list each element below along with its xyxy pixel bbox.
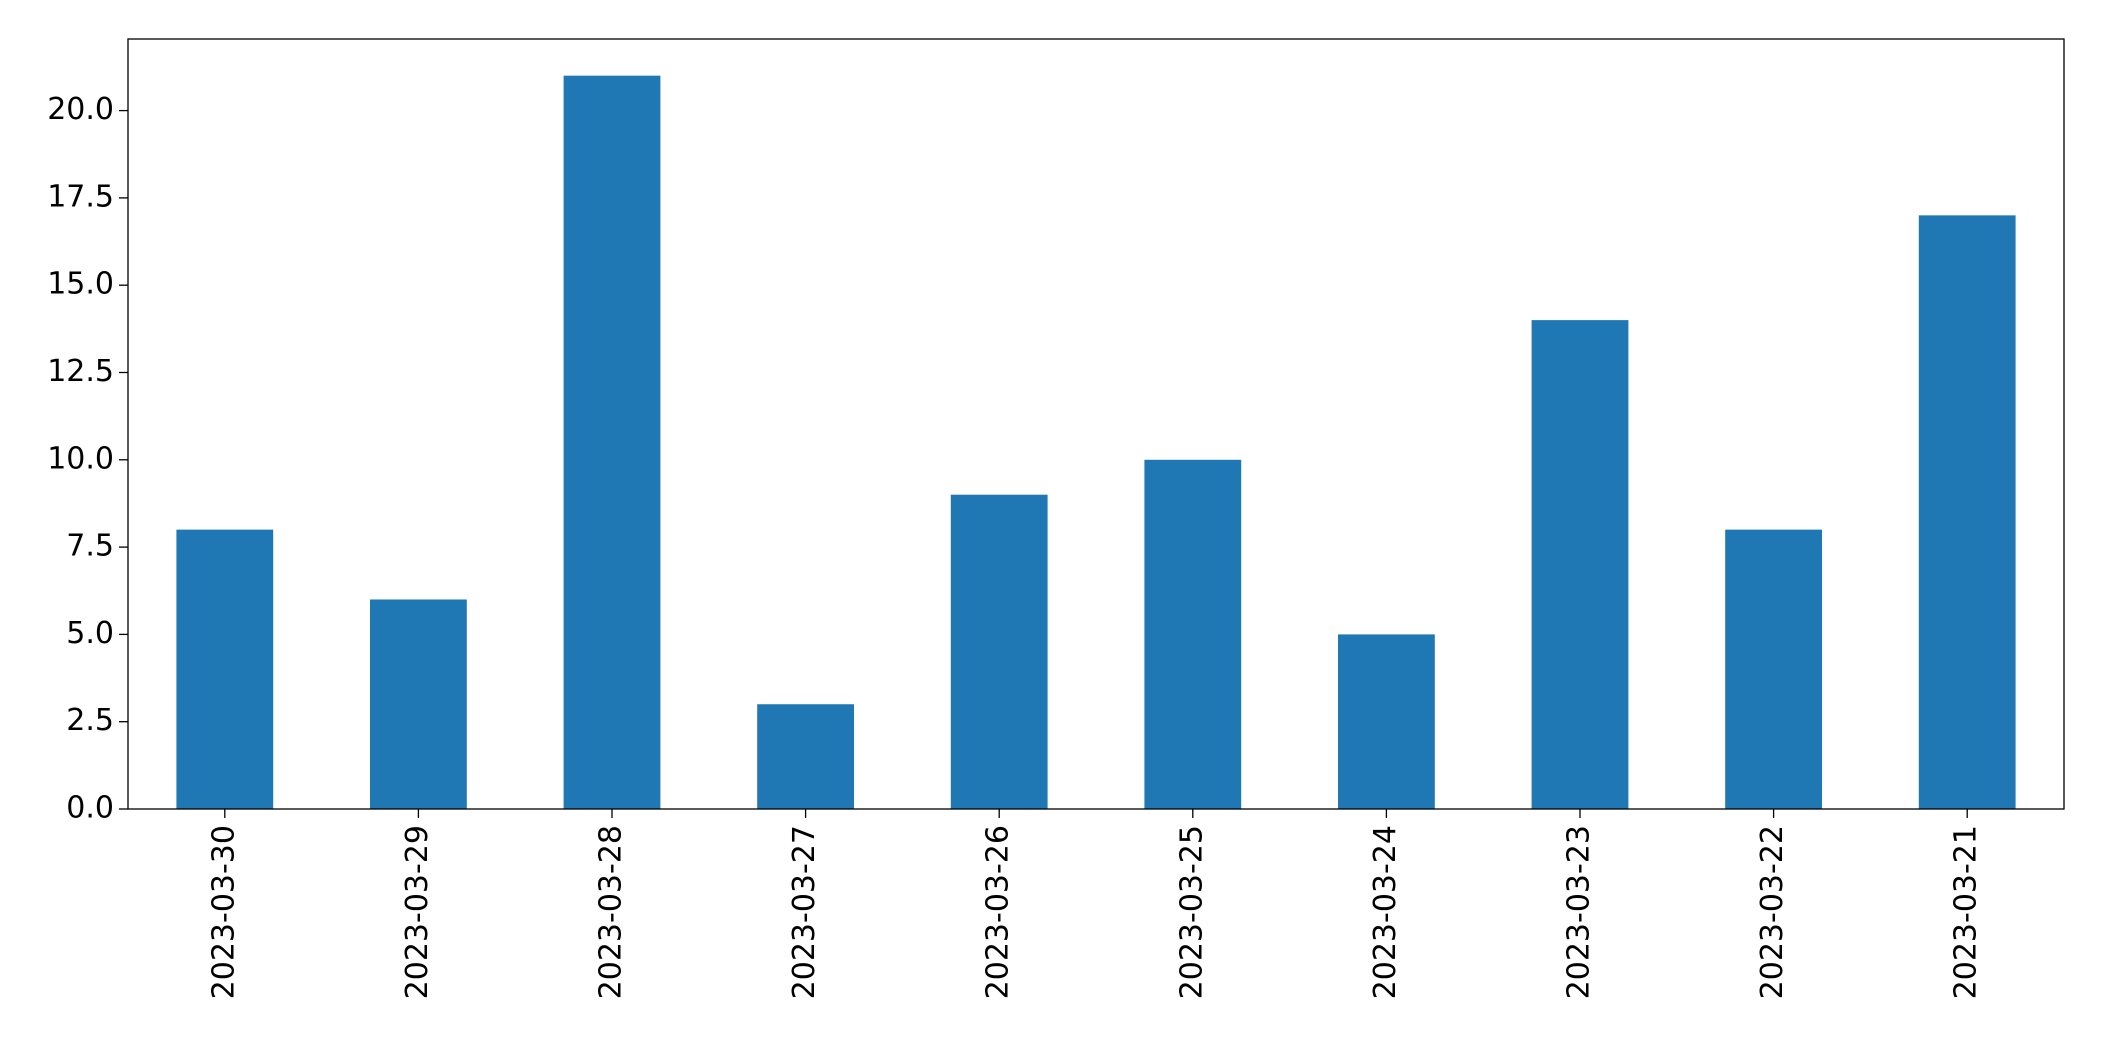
- bar: [1338, 634, 1435, 809]
- y-tick-label: 12.5: [47, 354, 114, 389]
- bar: [950, 494, 1048, 809]
- x-tick-label: 2023-03-24: [1368, 825, 1403, 999]
- bar: [1531, 320, 1629, 809]
- y-tick-label: 15.0: [47, 267, 114, 302]
- bar: [757, 704, 854, 809]
- x-tick-label: 2023-03-29: [400, 825, 435, 999]
- bar: [176, 529, 274, 809]
- x-tick-label: 2023-03-27: [787, 825, 822, 999]
- y-tick-label: 17.5: [47, 179, 114, 214]
- y-tick-label: 0.0: [66, 791, 114, 826]
- x-tick-label: 2023-03-30: [206, 825, 241, 999]
- y-tick-label: 5.0: [66, 616, 114, 651]
- x-tick-label: 2023-03-21: [1949, 825, 1984, 999]
- y-tick-label: 20.0: [47, 92, 114, 127]
- y-tick-label: 2.5: [66, 703, 114, 738]
- bar: [370, 599, 467, 809]
- bar: [1725, 529, 1822, 809]
- x-tick-label: 2023-03-26: [981, 825, 1016, 999]
- x-tick-label: 2023-03-23: [1562, 825, 1597, 999]
- y-tick-label: 7.5: [66, 529, 114, 564]
- x-tick-label: 2023-03-22: [1755, 825, 1790, 999]
- x-tick-label: 2023-03-25: [1174, 825, 1209, 999]
- bar: [563, 75, 661, 809]
- bar: [1144, 459, 1242, 809]
- bar: [1918, 215, 2016, 809]
- y-tick-label: 10.0: [47, 441, 114, 476]
- x-tick-label: 2023-03-28: [594, 825, 629, 999]
- plot-frame: [127, 38, 2065, 810]
